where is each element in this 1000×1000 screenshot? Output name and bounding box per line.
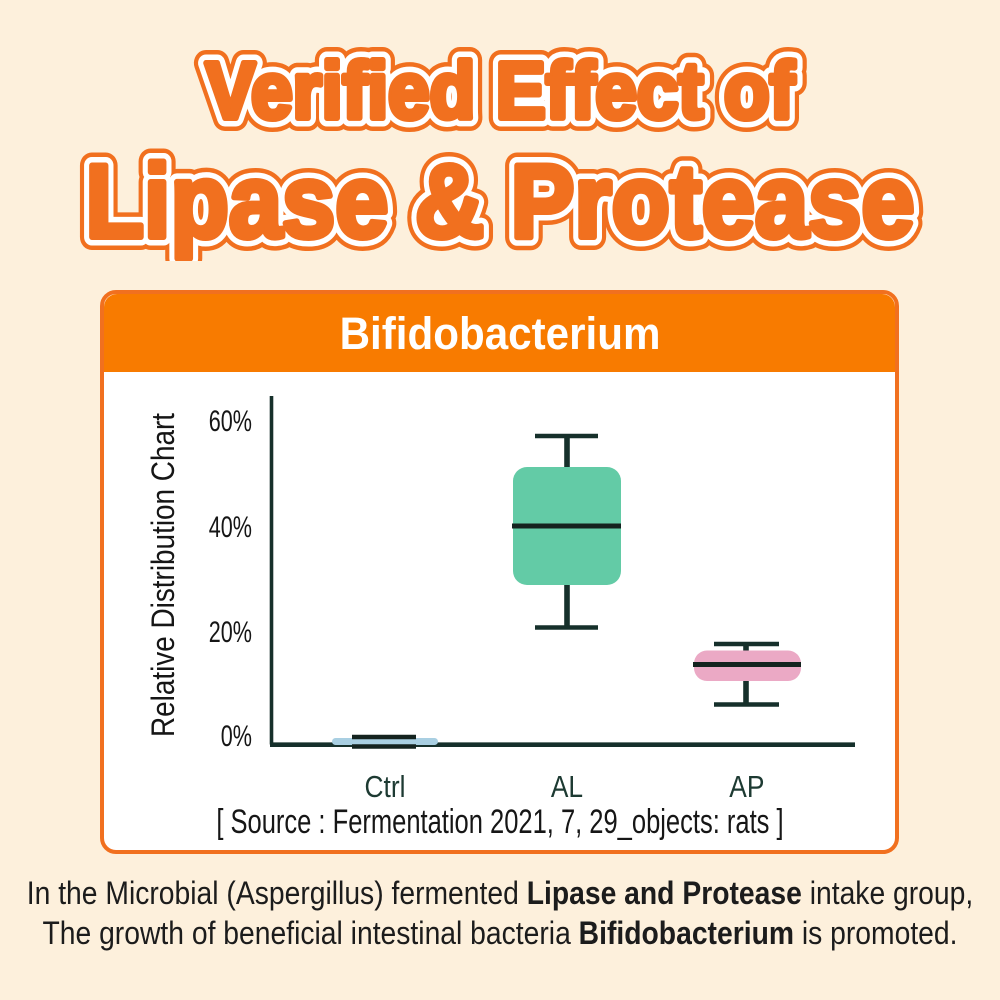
svg-text:Bifidobacterium: Bifidobacterium xyxy=(340,310,661,360)
svg-text:AP: AP xyxy=(729,770,764,804)
svg-text:[ Source : Fermentation 2021,: [ Source : Fermentation 2021, 7, 29_obje… xyxy=(216,803,783,841)
svg-text:Verified Effect of: Verified Effect of xyxy=(206,46,795,135)
svg-text:Relative Distribution Chart: Relative Distribution Chart xyxy=(146,412,181,737)
svg-text:20%: 20% xyxy=(209,614,252,648)
svg-text:Verified Effect of: Verified Effect of xyxy=(206,46,795,135)
svg-text:Ctrl: Ctrl xyxy=(365,770,406,804)
svg-text:Verified Effect of: Verified Effect of xyxy=(206,46,795,135)
svg-text:0%: 0% xyxy=(221,718,252,752)
svg-text:AL: AL xyxy=(551,770,583,804)
svg-text:60%: 60% xyxy=(209,403,252,437)
svg-text:Lipase & Protease: Lipase & Protease xyxy=(86,144,915,260)
svg-text:40%: 40% xyxy=(209,509,252,543)
svg-text:Lipase & Protease: Lipase & Protease xyxy=(86,144,915,260)
svg-text:Lipase & Protease: Lipase & Protease xyxy=(86,144,915,260)
